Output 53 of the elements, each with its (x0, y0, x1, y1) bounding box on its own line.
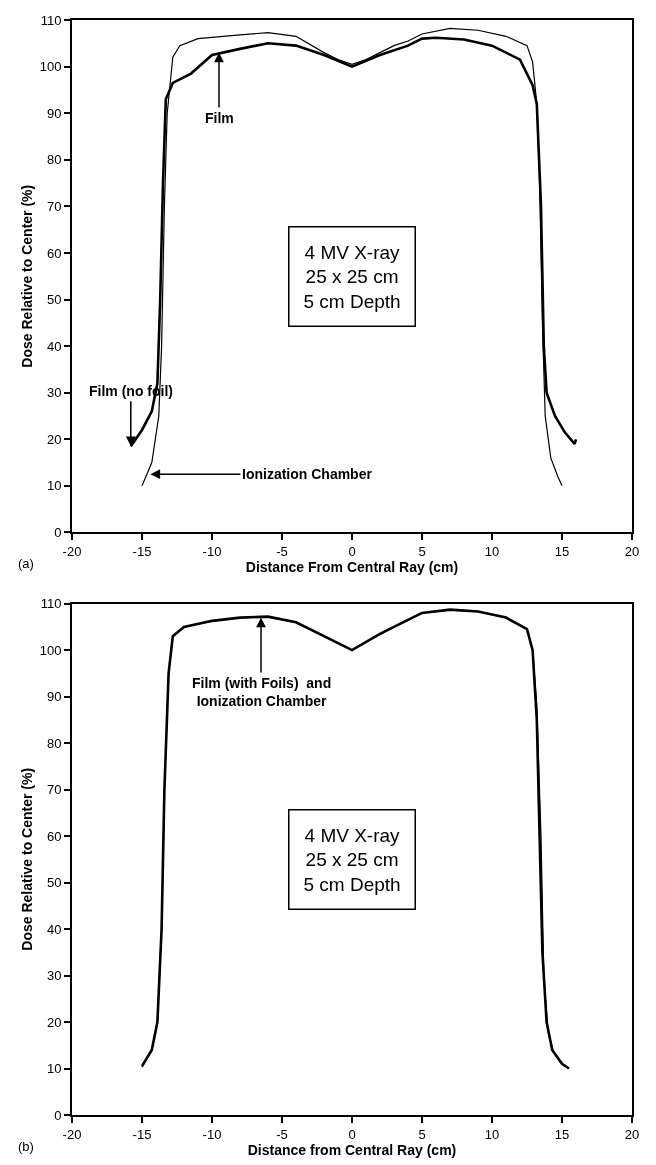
x-tick-label: 0 (348, 544, 356, 560)
y-axis-title: Dose Relative to Center (%) (18, 767, 35, 951)
y-tick-label: 40 (46, 338, 62, 354)
y-tick-label: 0 (54, 525, 62, 541)
y-tick-label: 40 (46, 921, 62, 937)
y-tick-label: 60 (46, 245, 62, 261)
y-tick-label: 100 (39, 59, 62, 75)
y-tick-label: 90 (46, 105, 62, 121)
annotation: Film (with Foils) and Ionization Chamber (192, 675, 332, 710)
x-axis-title: Distance From Central Ray (cm) (245, 559, 459, 576)
y-tick-label: 50 (46, 292, 62, 308)
text: (a) (18, 556, 34, 571)
x-tick-label: 5 (418, 544, 426, 560)
y-tick-label: 80 (46, 152, 62, 168)
annotation: Ionization Chamber (242, 466, 373, 482)
x-tick-label: 15 (554, 544, 570, 560)
x-tick-label: -5 (276, 1126, 288, 1142)
y-tick-label: 20 (46, 431, 62, 447)
annotation: Film (205, 110, 234, 126)
x-tick-label: 20 (624, 1126, 640, 1142)
x-tick-label: -10 (202, 1126, 222, 1142)
y-tick-label: 10 (46, 478, 62, 494)
y-tick-label: 70 (46, 782, 62, 798)
x-tick-label: 10 (484, 1126, 500, 1142)
x-tick-label: 20 (624, 544, 640, 560)
x-tick-label: 5 (418, 1126, 426, 1142)
y-axis-title: Dose Relative to Center (%) (18, 184, 35, 368)
y-tick-label: 90 (46, 689, 62, 705)
y-tick-label: 20 (46, 1014, 62, 1030)
x-tick-label: 10 (484, 544, 500, 560)
x-tick-label: 15 (554, 1126, 570, 1142)
x-tick-label: -5 (276, 544, 288, 560)
x-tick-label: -20 (62, 1126, 82, 1142)
y-tick-label: 50 (46, 875, 62, 891)
y-tick-label: 100 (39, 642, 62, 658)
text: (b) (18, 1139, 34, 1154)
x-tick-label: -15 (132, 1126, 152, 1142)
y-tick-label: 110 (40, 12, 62, 28)
y-tick-label: 110 (40, 596, 62, 612)
x-tick-label: -20 (62, 544, 82, 560)
y-tick-label: 70 (46, 198, 62, 214)
y-tick-label: 0 (54, 1107, 62, 1123)
y-tick-label: 30 (46, 385, 62, 401)
y-tick-label: 60 (46, 828, 62, 844)
x-axis-title: Distance from Central Ray (cm) (247, 1141, 457, 1158)
annotation: 4 MV X-ray 25 x 25 cm 5 cm Depth (303, 824, 401, 895)
x-tick-label: 0 (348, 1126, 356, 1142)
y-tick-label: 80 (46, 735, 62, 751)
y-tick-label: 10 (46, 1061, 62, 1077)
x-tick-label: -15 (132, 544, 152, 560)
annotation: 4 MV X-ray 25 x 25 cm 5 cm Depth (303, 241, 401, 312)
y-tick-label: 30 (46, 968, 62, 984)
x-tick-label: -10 (202, 544, 222, 560)
